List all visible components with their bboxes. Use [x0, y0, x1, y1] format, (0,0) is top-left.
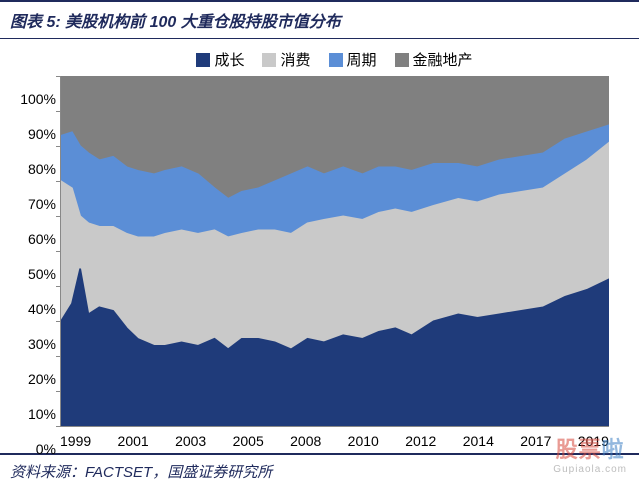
- y-tick-label: 90%: [28, 126, 56, 142]
- y-tick: [56, 286, 61, 287]
- legend-label: 成长: [214, 49, 244, 70]
- chart-footer: 资料来源：FACTSET，国盛证券研究所: [0, 453, 639, 488]
- y-tick-label: 0%: [36, 441, 56, 457]
- x-tick-label: 2017: [520, 433, 551, 449]
- y-tick: [56, 251, 61, 252]
- y-tick: [56, 321, 61, 322]
- legend-swatch: [262, 53, 276, 67]
- legend-item: 成长: [196, 49, 244, 70]
- legend-swatch: [395, 53, 409, 67]
- watermark-sub: Gupiaola.com: [553, 464, 627, 475]
- legend-item: 金融地产: [395, 49, 473, 70]
- x-tick-label: 2014: [463, 433, 494, 449]
- chart-title: 图表 5: 美股机构前 100 大重仓股持股市值分布: [10, 14, 341, 31]
- y-tick: [56, 181, 61, 182]
- y-tick-label: 50%: [28, 266, 56, 282]
- y-tick-label: 30%: [28, 336, 56, 352]
- x-axis-labels: 1999200120032005200820102012201420172019: [60, 427, 609, 449]
- y-tick: [56, 426, 61, 427]
- area-chart-svg: [61, 76, 609, 426]
- y-tick-label: 20%: [28, 371, 56, 387]
- x-tick-label: 2008: [290, 433, 321, 449]
- legend-swatch: [196, 53, 210, 67]
- x-tick-label: 2012: [405, 433, 436, 449]
- y-tick-label: 70%: [28, 196, 56, 212]
- y-tick: [56, 76, 61, 77]
- x-tick-label: 2003: [175, 433, 206, 449]
- chart-container: 成长消费周期金融地产 0%10%20%30%40%50%60%70%80%90%…: [0, 39, 639, 453]
- y-tick: [56, 356, 61, 357]
- y-tick-label: 60%: [28, 231, 56, 247]
- x-tick-label: 1999: [60, 433, 91, 449]
- legend-label: 金融地产: [413, 49, 473, 70]
- source-text: 资料来源：FACTSET，国盛证券研究所: [10, 464, 272, 481]
- y-tick-label: 100%: [20, 91, 56, 107]
- x-tick-label: 2005: [233, 433, 264, 449]
- y-tick: [56, 111, 61, 112]
- legend-item: 消费: [262, 49, 310, 70]
- legend-label: 消费: [280, 49, 310, 70]
- legend-label: 周期: [347, 49, 377, 70]
- legend-swatch: [329, 53, 343, 67]
- watermark: 股票啦 Gupiaola.com: [553, 432, 627, 475]
- y-tick: [56, 216, 61, 217]
- y-tick: [56, 391, 61, 392]
- y-tick: [56, 146, 61, 147]
- legend: 成长 消费 周期 金融地产: [60, 49, 609, 70]
- y-axis-labels: 0%10%20%30%40%50%60%70%80%90%100%: [10, 99, 58, 449]
- y-tick-label: 40%: [28, 301, 56, 317]
- chart-header: 图表 5: 美股机构前 100 大重仓股持股市值分布: [0, 0, 639, 39]
- x-tick-label: 2001: [118, 433, 149, 449]
- x-tick-label: 2010: [348, 433, 379, 449]
- y-tick-label: 10%: [28, 406, 56, 422]
- legend-item: 周期: [329, 49, 377, 70]
- plot-area: [60, 76, 609, 427]
- watermark-main: 股票啦: [553, 432, 627, 464]
- y-tick-label: 80%: [28, 161, 56, 177]
